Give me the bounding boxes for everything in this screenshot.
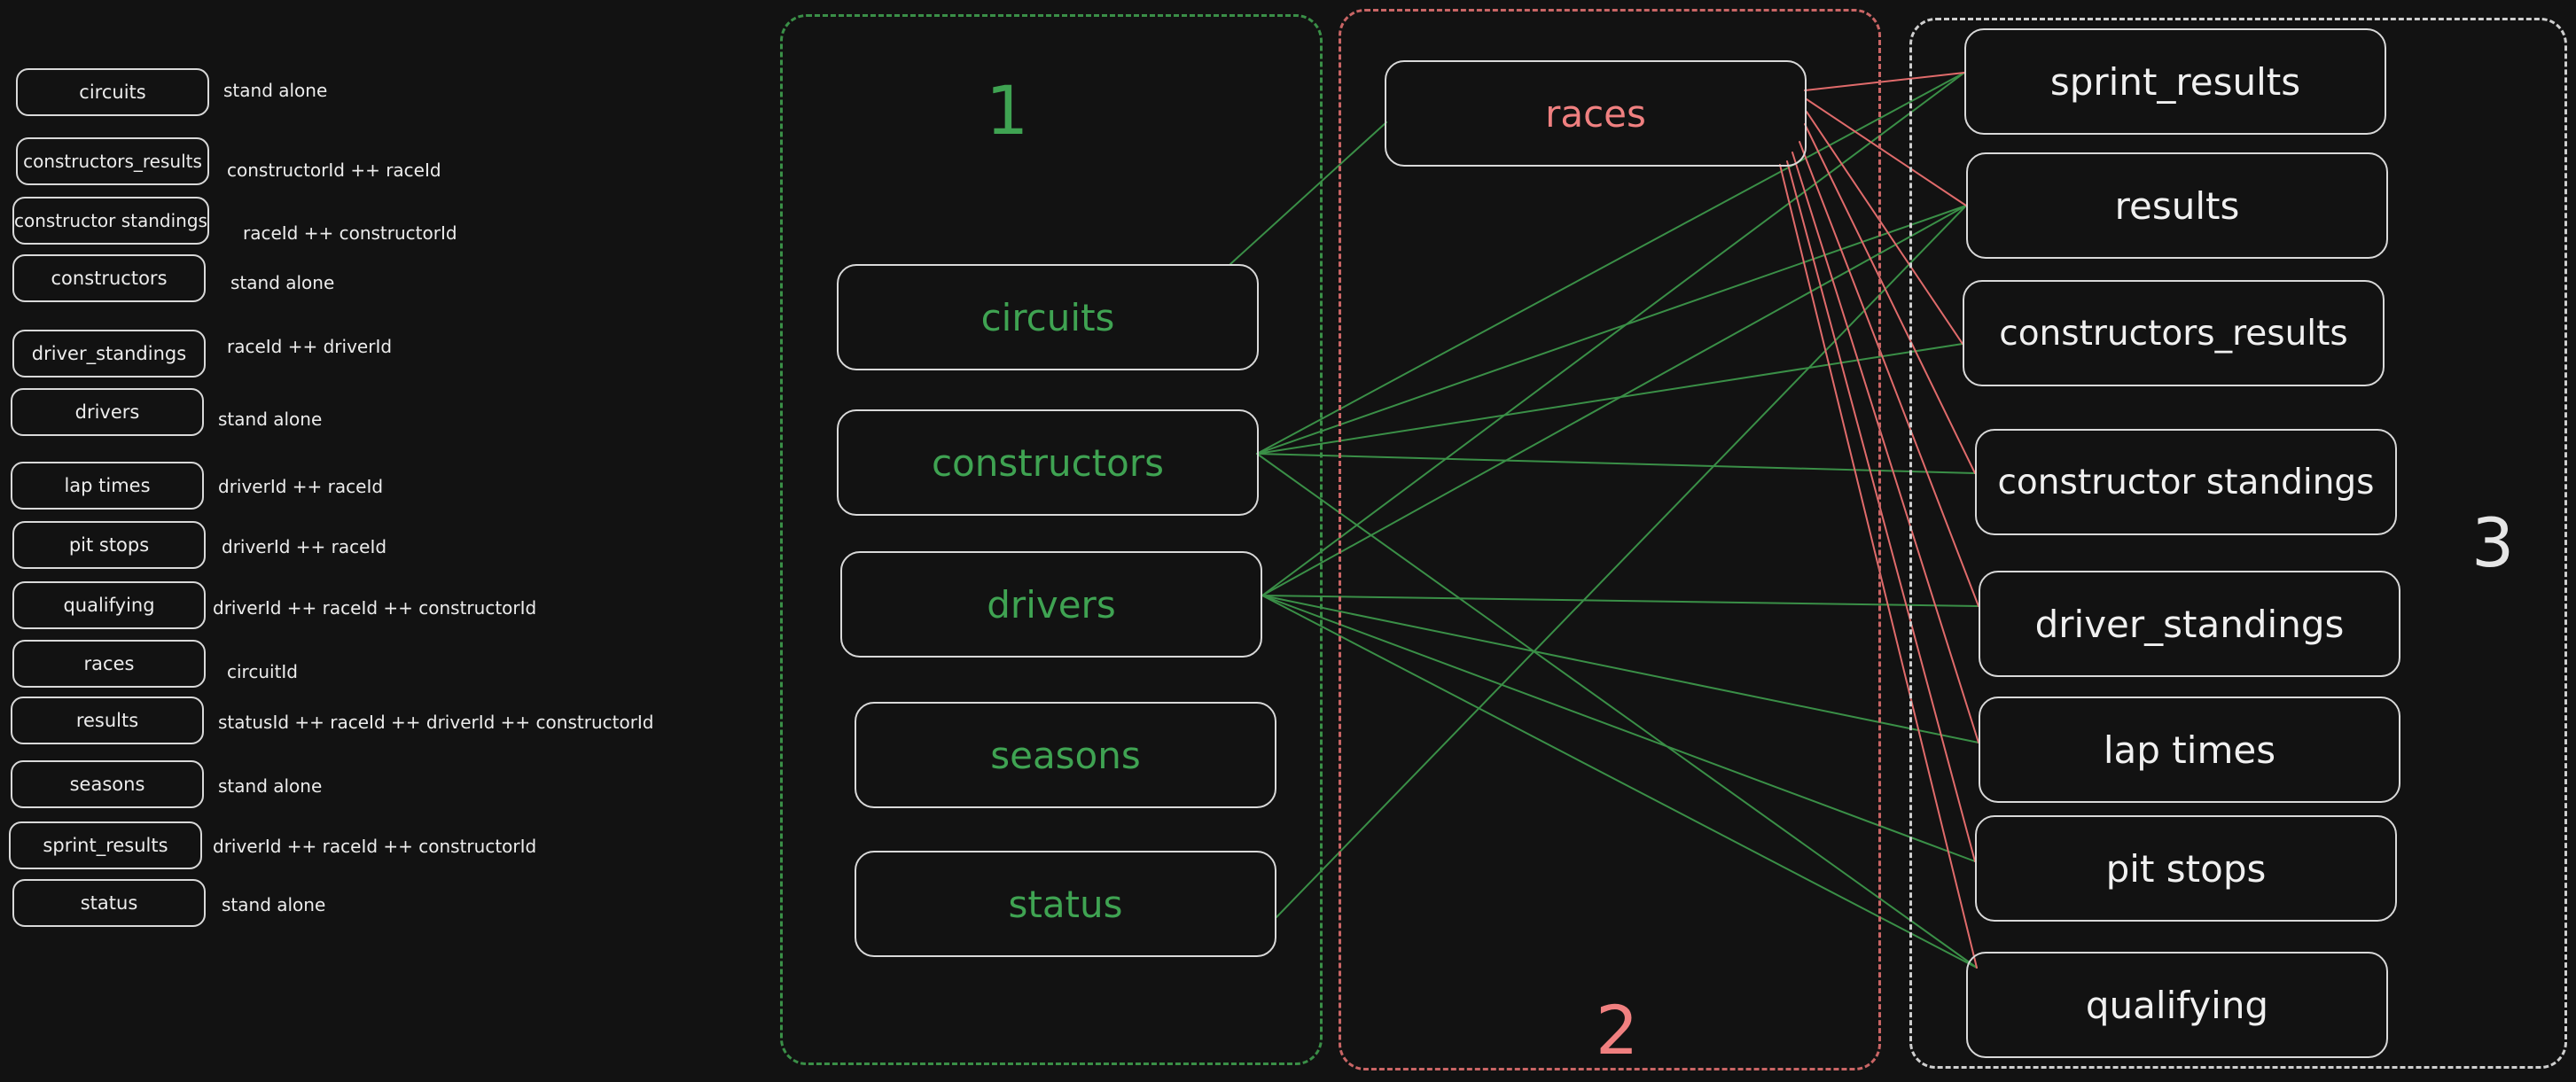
legend-note-results: statusId ++ raceId ++ driverId ++ constr… xyxy=(218,712,654,733)
edge-drivers-to-pit-stops xyxy=(1261,595,1976,862)
node-status: status xyxy=(855,851,1276,957)
legend-box-pit-stops: pit stops xyxy=(12,521,206,569)
legend-note-sprint-results: driverId ++ raceId ++ constructorId xyxy=(213,836,537,857)
group-3-number: 3 xyxy=(2471,503,2515,582)
node-constructors-results: constructors_results xyxy=(1963,280,2385,386)
node-pit-stops: pit stops xyxy=(1975,815,2397,922)
edge-races-to-sprint-results xyxy=(1804,72,1965,91)
node-constructors: constructors xyxy=(837,409,1259,516)
node-constructor-standings: constructor standings xyxy=(1975,429,2397,535)
legend-box-lap-times: lap times xyxy=(11,462,204,510)
edge-drivers-to-driver-standings xyxy=(1261,595,1979,607)
legend-note-drivers: stand alone xyxy=(218,409,323,430)
legend-note-driver-standings: raceId ++ driverId xyxy=(227,336,393,357)
legend-note-constructors-results: constructorId ++ raceId xyxy=(227,160,441,181)
group-1-number: 1 xyxy=(986,71,1029,150)
legend-note-constructor-standings: raceId ++ constructorId xyxy=(243,222,457,244)
legend-note-qualifying: driverId ++ raceId ++ constructorId xyxy=(213,597,537,619)
legend-note-seasons: stand alone xyxy=(218,775,323,797)
edge-drivers-to-lap-times xyxy=(1261,595,1979,743)
edge-races-to-lap-times xyxy=(1791,152,1979,743)
legend-box-constructors: constructors xyxy=(12,254,206,302)
node-qualifying: qualifying xyxy=(1966,952,2388,1058)
legend-note-pit-stops: driverId ++ raceId xyxy=(222,536,387,557)
node-driver-standings: driver_standings xyxy=(1979,571,2400,677)
edge-constructors-to-constructors-results xyxy=(1256,343,1963,455)
node-seasons: seasons xyxy=(855,702,1276,808)
node-results: results xyxy=(1966,152,2388,259)
legend-box-drivers: drivers xyxy=(11,388,204,436)
legend-box-constructors-results: constructors_results xyxy=(16,137,209,185)
edge-races-to-driver-standings xyxy=(1799,141,1979,607)
node-sprint-results: sprint_results xyxy=(1964,28,2386,135)
edge-status-to-results xyxy=(1276,205,1967,918)
legend-note-lap-times: driverId ++ raceId xyxy=(218,476,384,497)
node-drivers: drivers xyxy=(840,551,1262,658)
edge-drivers-to-sprint-results xyxy=(1261,72,1965,596)
legend-box-seasons: seasons xyxy=(11,760,204,808)
edge-drivers-to-qualifying xyxy=(1261,595,1978,969)
legend-box-status: status xyxy=(12,879,206,927)
legend-box-circuits: circuits xyxy=(16,68,209,116)
edge-constructors-to-sprint-results xyxy=(1256,72,1965,455)
edge-races-to-constructor-standings xyxy=(1804,123,1976,474)
edge-races-to-constructors-results xyxy=(1806,111,1963,345)
legend-box-results: results xyxy=(11,697,204,744)
legend-note-constructors: stand alone xyxy=(230,272,335,293)
group-2-frame xyxy=(1339,9,1881,1070)
legend-box-qualifying: qualifying xyxy=(12,581,206,629)
group-3-frame xyxy=(1909,18,2567,1069)
edge-circuits-to-races xyxy=(1229,121,1387,265)
node-circuits: circuits xyxy=(837,264,1259,370)
group-2-number: 2 xyxy=(1596,991,1639,1070)
legend-box-sprint-results: sprint_results xyxy=(9,821,202,869)
legend-note-races: circuitId xyxy=(227,661,298,682)
edge-races-to-pit-stops xyxy=(1786,160,1976,862)
node-lap-times: lap times xyxy=(1979,697,2400,803)
legend-box-constructor-standings: constructor standings xyxy=(12,197,209,245)
edge-constructors-to-results xyxy=(1256,205,1967,455)
legend-box-races: races xyxy=(12,640,206,688)
group-1-frame xyxy=(780,14,1323,1065)
edge-races-to-results xyxy=(1806,98,1967,206)
legend-box-driver-standings: driver_standings xyxy=(12,330,206,378)
edge-constructors-to-qualifying xyxy=(1256,453,1978,969)
legend-note-circuits: stand alone xyxy=(223,80,328,101)
legend-note-status: stand alone xyxy=(222,894,326,915)
node-races: races xyxy=(1385,60,1807,167)
